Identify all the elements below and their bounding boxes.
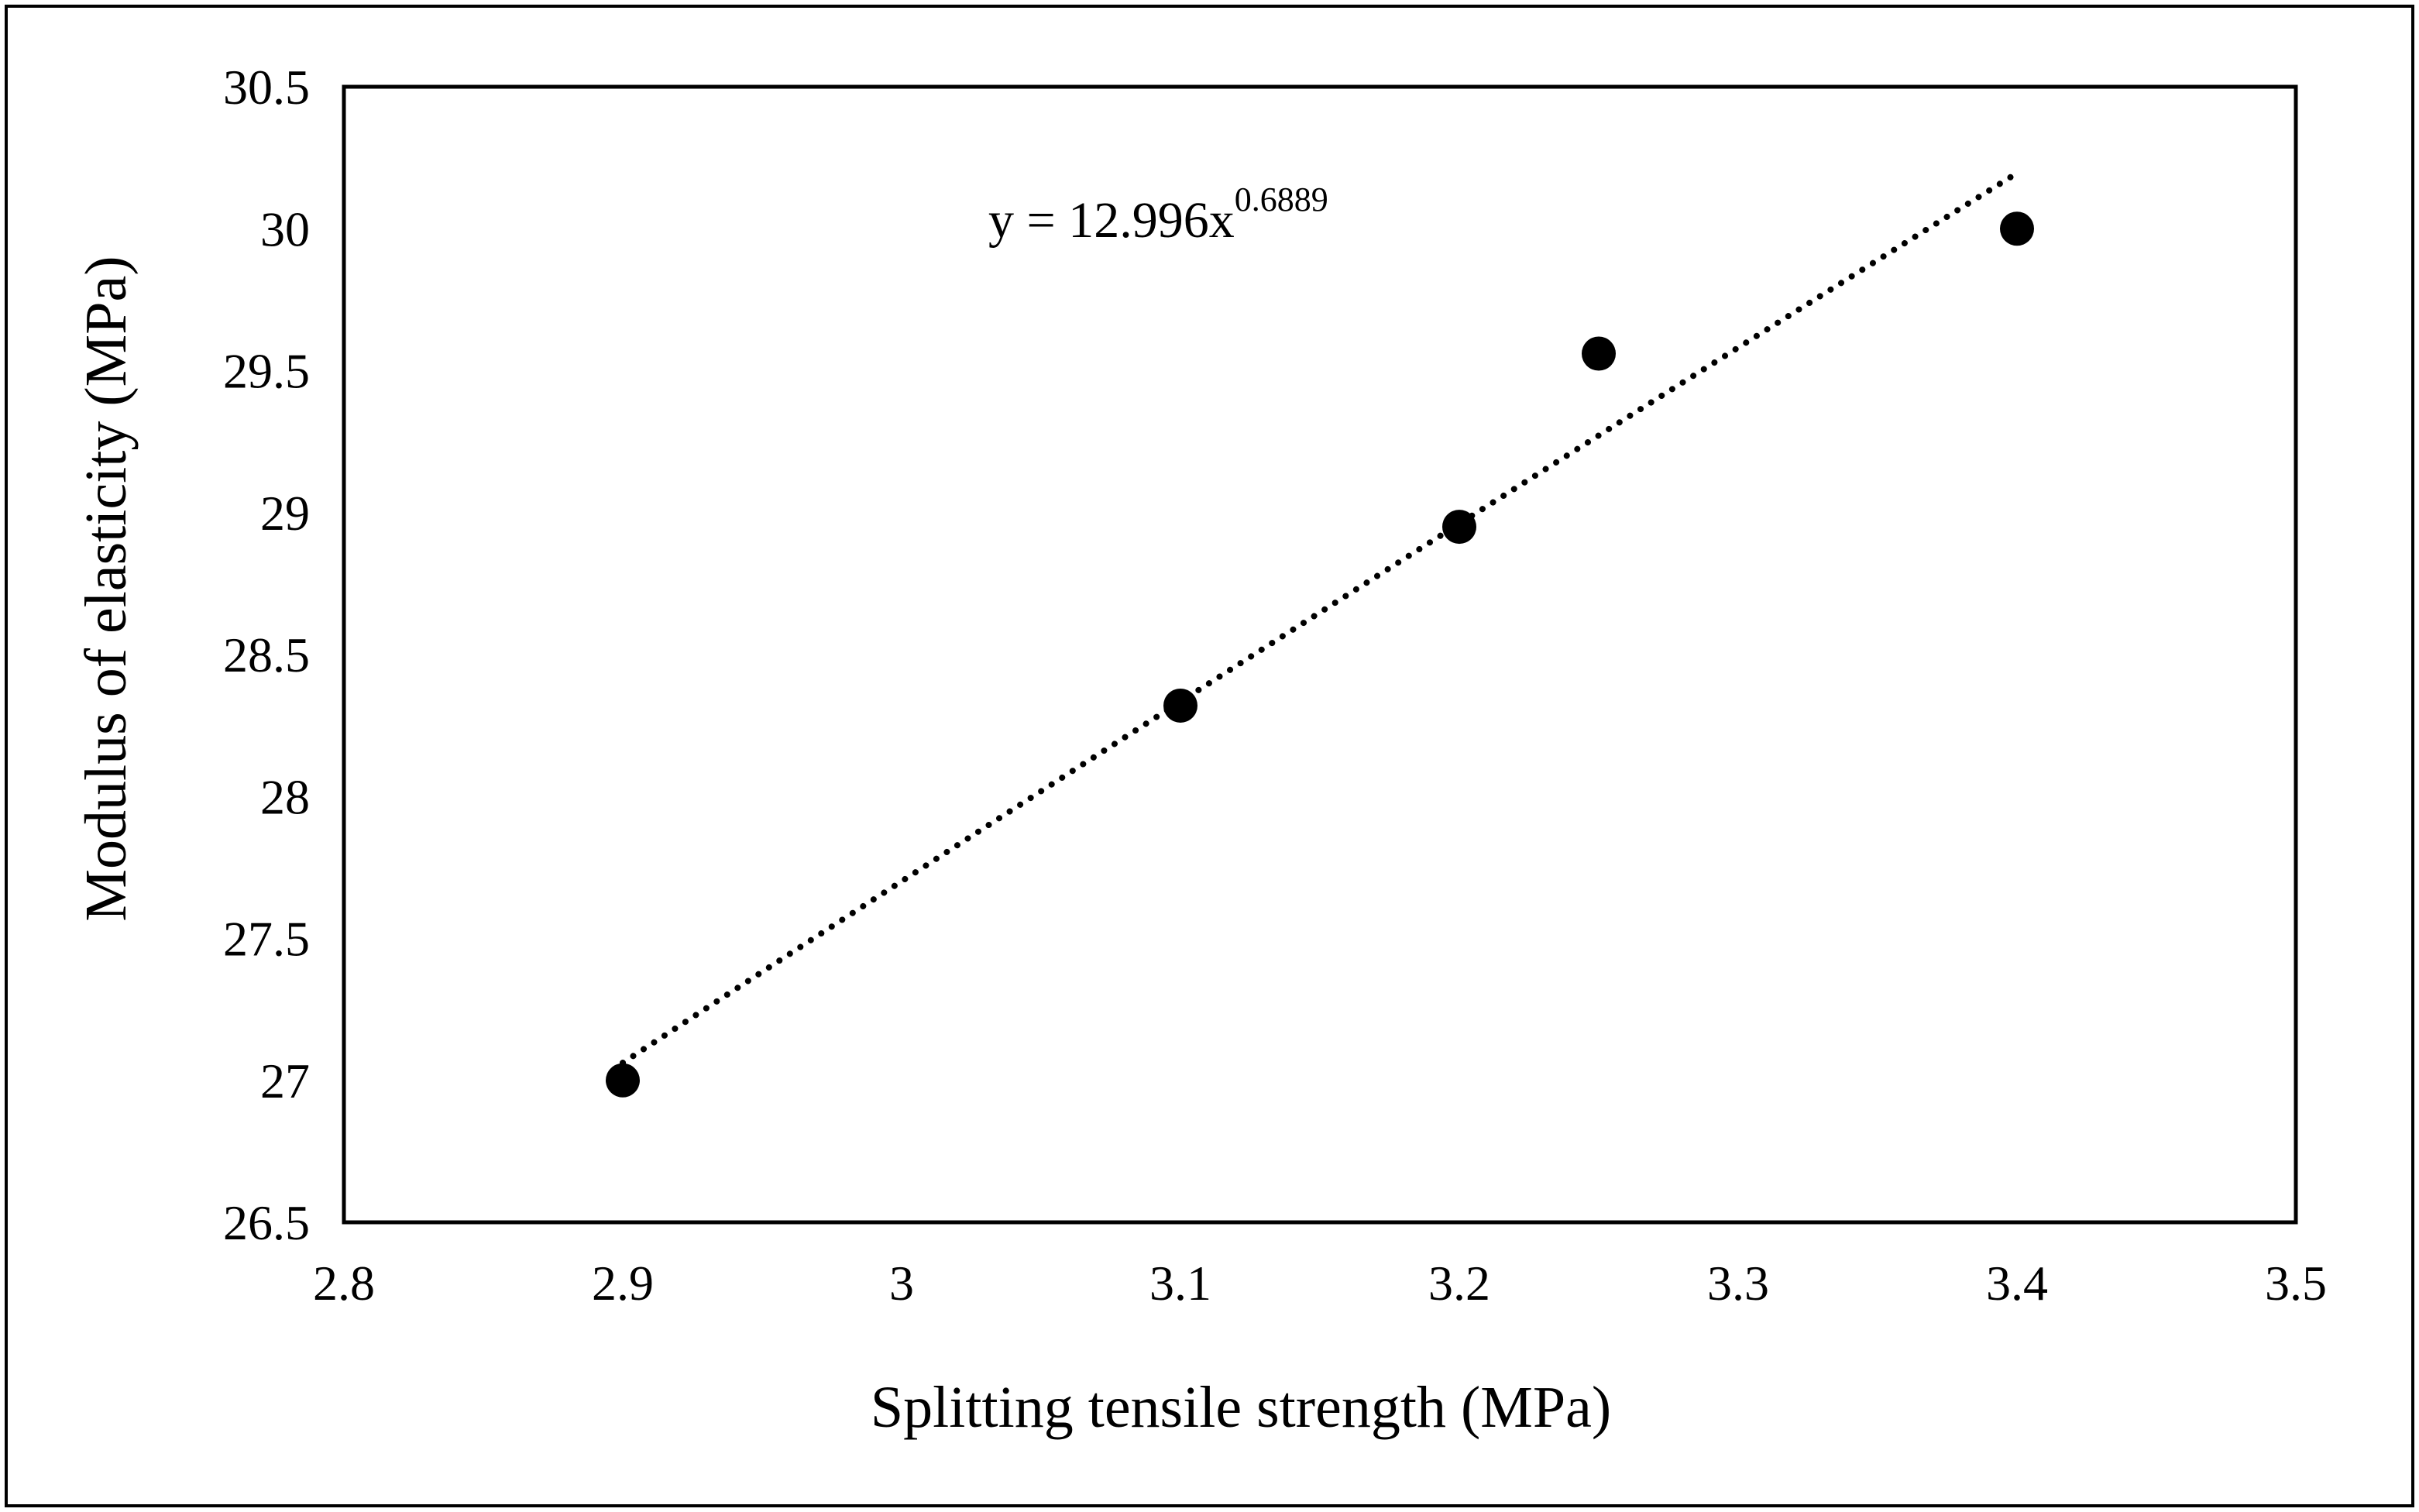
x-tick-label: 2.9	[592, 1256, 654, 1311]
y-axis-ticks: 26.5 27 27.5 28 28.5 29 29.5 30 30.5	[223, 60, 310, 1250]
plot-area	[342, 84, 2298, 1225]
y-tick-label: 30.5	[223, 60, 310, 115]
y-tick-label: 26.5	[223, 1195, 310, 1250]
outer-frame	[5, 5, 2414, 1507]
x-tick-label: 3.2	[1428, 1256, 1490, 1311]
data-point	[1163, 688, 1197, 723]
x-tick-label: 3.4	[1986, 1256, 2048, 1311]
equation-base: y = 12.996x	[988, 192, 1235, 249]
data-point	[1582, 336, 1616, 371]
y-tick-label: 28	[260, 769, 310, 824]
data-point	[606, 1063, 640, 1098]
equation-exponent: 0.6889	[1235, 180, 1328, 218]
trendline	[620, 170, 2020, 1067]
y-axis-title: Modulus of elasticity (MPa)	[74, 256, 139, 921]
y-tick-label: 30	[260, 201, 310, 256]
y-tick-label: 27.5	[223, 912, 310, 967]
data-points	[606, 211, 2034, 1098]
x-tick-label: 3.3	[1707, 1256, 1769, 1311]
x-tick-label: 3	[889, 1256, 914, 1311]
x-axis-ticks: 2.8 2.9 3 3.1 3.2 3.3 3.4 3.5	[313, 1256, 2327, 1311]
x-tick-label: 3.5	[2265, 1256, 2327, 1311]
y-tick-label: 29	[260, 486, 310, 541]
x-axis-title: Splitting tensile strength (MPa)	[871, 1375, 1611, 1440]
y-tick-label: 29.5	[223, 344, 310, 399]
data-point	[1442, 510, 1476, 545]
trendline-equation: y = 12.996x0.6889	[988, 180, 1328, 249]
data-point	[2000, 211, 2034, 246]
x-tick-label: 2.8	[313, 1256, 375, 1311]
y-tick-label: 28.5	[223, 627, 310, 682]
y-tick-label: 27	[260, 1053, 310, 1108]
x-tick-label: 3.1	[1149, 1256, 1211, 1311]
